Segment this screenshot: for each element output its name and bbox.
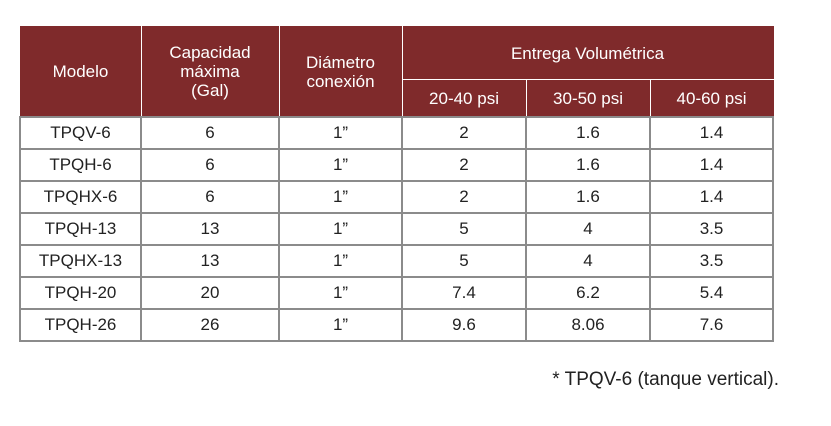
delivery-20-40-cell: 9.6 xyxy=(401,308,527,342)
header-pressure-30-50: 30-50 psi xyxy=(525,79,651,118)
table-row: TPQV-6 6 1” 2 1.6 1.4 xyxy=(19,116,775,150)
header-pressure-40-60: 40-60 psi xyxy=(649,79,774,118)
delivery-40-60-cell: 3.5 xyxy=(648,244,775,278)
table-row: TPQH-6 6 1” 2 1.6 1.4 xyxy=(19,148,775,182)
diameter-cell: 1” xyxy=(278,212,403,246)
delivery-20-40-cell: 2 xyxy=(401,180,527,214)
table-row: TPQH-20 20 1” 7.4 6.2 5.4 xyxy=(19,276,775,310)
specifications-table: Modelo Capacidad máxima (Gal) Diámetro c… xyxy=(19,26,775,342)
delivery-40-60-cell: 3.5 xyxy=(648,212,775,246)
capacity-cell: 6 xyxy=(140,180,280,214)
model-cell: TPQH-6 xyxy=(19,148,142,182)
delivery-30-50-cell: 4 xyxy=(525,212,651,246)
header-delivery: Entrega Volumétrica xyxy=(401,26,774,80)
capacity-cell: 6 xyxy=(140,116,280,150)
model-cell: TPQHX-6 xyxy=(19,180,142,214)
header-pressure-20-40: 20-40 psi xyxy=(401,79,527,118)
delivery-20-40-cell: 5 xyxy=(401,212,527,246)
header-diameter-line2: conexión xyxy=(306,71,375,91)
diameter-cell: 1” xyxy=(278,180,403,214)
table-row: TPQHX-13 13 1” 5 4 3.5 xyxy=(19,244,775,278)
delivery-40-60-cell: 1.4 xyxy=(648,180,775,214)
delivery-20-40-cell: 2 xyxy=(401,116,527,150)
footnote: * TPQV-6 (tanque vertical). xyxy=(552,369,779,390)
model-cell: TPQH-20 xyxy=(19,276,142,310)
delivery-20-40-cell: 2 xyxy=(401,148,527,182)
delivery-30-50-cell: 6.2 xyxy=(525,276,651,310)
delivery-20-40-cell: 7.4 xyxy=(401,276,527,310)
delivery-30-50-cell: 4 xyxy=(525,244,651,278)
capacity-cell: 13 xyxy=(140,212,280,246)
capacity-cell: 13 xyxy=(140,244,280,278)
header-model: Modelo xyxy=(19,26,142,118)
delivery-30-50-cell: 1.6 xyxy=(525,180,651,214)
header-capacity-line1: Capacidad xyxy=(169,43,251,62)
table-row: TPQH-26 26 1” 9.6 8.06 7.6 xyxy=(19,308,775,342)
header-capacity-line3: (Gal) xyxy=(191,81,229,100)
delivery-40-60-cell: 7.6 xyxy=(648,308,775,342)
header-capacity: Capacidad máxima (Gal) xyxy=(140,26,280,118)
header-diameter-line1: Diámetro xyxy=(306,52,375,72)
capacity-cell: 6 xyxy=(140,148,280,182)
table-body: TPQV-6 6 1” 2 1.6 1.4 TPQH-6 6 1” 2 1.6 1.4 TPQHX-6 6… xyxy=(19,116,775,342)
diameter-cell: 1” xyxy=(278,148,403,182)
capacity-cell: 20 xyxy=(140,276,280,310)
diameter-cell: 1” xyxy=(278,308,403,342)
delivery-40-60-cell: 1.4 xyxy=(648,116,775,150)
delivery-20-40-cell: 5 xyxy=(401,244,527,278)
diameter-cell: 1” xyxy=(278,244,403,278)
header-capacity-line2: máxima xyxy=(180,62,240,81)
model-cell: TPQH-13 xyxy=(19,212,142,246)
delivery-30-50-cell: 1.6 xyxy=(525,116,651,150)
diameter-cell: 1” xyxy=(278,276,403,310)
capacity-cell: 26 xyxy=(140,308,280,342)
delivery-30-50-cell: 1.6 xyxy=(525,148,651,182)
table-row: TPQH-13 13 1” 5 4 3.5 xyxy=(19,212,775,246)
delivery-40-60-cell: 1.4 xyxy=(648,148,775,182)
model-cell: TPQH-26 xyxy=(19,308,142,342)
header-diameter: Diámetro conexión xyxy=(278,26,403,118)
table-row: TPQHX-6 6 1” 2 1.6 1.4 xyxy=(19,180,775,214)
delivery-40-60-cell: 5.4 xyxy=(648,276,775,310)
model-cell: TPQHX-13 xyxy=(19,244,142,278)
delivery-30-50-cell: 8.06 xyxy=(525,308,651,342)
diameter-cell: 1” xyxy=(278,116,403,150)
model-cell: TPQV-6 xyxy=(19,116,142,150)
